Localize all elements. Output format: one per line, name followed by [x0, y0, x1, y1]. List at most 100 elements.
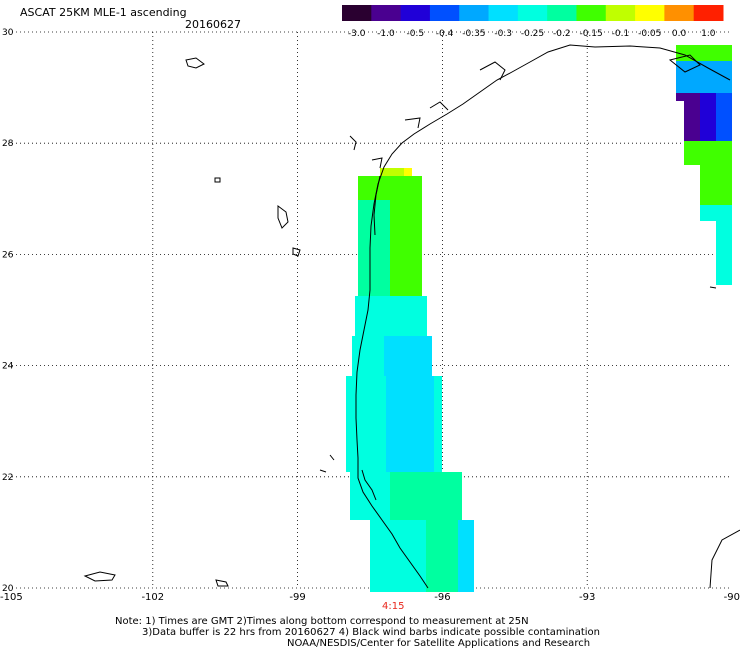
swath-cell: [392, 336, 400, 344]
swath-cell: [378, 552, 386, 560]
swath-cell: [716, 165, 724, 173]
colorbar-bin: [635, 5, 665, 21]
swath-cell: [426, 448, 434, 456]
swath-cell: [371, 320, 379, 328]
swath-cell: [366, 176, 374, 184]
swath-cell: [700, 157, 708, 165]
colorbar-label: -0.3: [494, 29, 512, 39]
swath-cell: [368, 344, 376, 352]
swath-cell: [716, 157, 724, 165]
swath-cell: [378, 544, 386, 552]
swath-cell: [402, 408, 410, 416]
swath-cell: [386, 384, 394, 392]
swath-cell: [724, 101, 732, 109]
swath-cell: [716, 261, 724, 269]
swath-cell: [446, 512, 454, 520]
swath-cell: [410, 536, 418, 544]
swath-cell: [379, 328, 387, 336]
swath-cell: [386, 456, 394, 464]
swath-cell: [442, 576, 450, 584]
swath-cell: [434, 432, 442, 440]
swath-cell: [368, 360, 376, 368]
swath-cell: [374, 208, 382, 216]
swath-cell: [370, 384, 378, 392]
swath-cell: [716, 269, 724, 277]
swath-cell: [406, 240, 414, 248]
swath-cell: [424, 344, 432, 352]
swath-cell: [406, 480, 414, 488]
swath-cell: [700, 77, 708, 85]
swath-cell: [394, 456, 402, 464]
swath-cell: [418, 416, 426, 424]
swath-cell: [708, 157, 716, 165]
swath-cell: [700, 213, 708, 221]
swath-cell: [716, 53, 724, 61]
swath-cell: [434, 536, 442, 544]
swath-cell: [418, 384, 426, 392]
swath-cell: [406, 216, 414, 224]
swath-cell: [352, 360, 360, 368]
lon-tick-label: -102: [141, 592, 164, 603]
colorbar-bin: [459, 5, 490, 21]
swath-cell: [355, 320, 363, 328]
swath-cell: [370, 584, 378, 592]
swath-cell: [422, 488, 430, 496]
swath-cell: [388, 168, 396, 176]
swath-cell: [724, 133, 732, 141]
swath-cell: [414, 496, 422, 504]
swath-cell: [366, 200, 374, 208]
swath-cell: [378, 536, 386, 544]
swath-cell: [358, 280, 366, 288]
swath-cell: [410, 560, 418, 568]
swath-cell: [390, 512, 398, 520]
swath-cell: [410, 400, 418, 408]
swath-cell: [360, 336, 368, 344]
swath-cell: [400, 352, 408, 360]
swath-cell: [402, 376, 410, 384]
swath-cell: [419, 304, 427, 312]
swath-cell: [692, 101, 700, 109]
swath-cell: [387, 328, 395, 336]
swath-cell: [418, 568, 426, 576]
swath-cell: [414, 512, 422, 520]
yucatan-coast: [709, 529, 740, 589]
swath-cell: [446, 480, 454, 488]
swath-cell: [354, 416, 362, 424]
swath-cell: [358, 480, 366, 488]
swath-cell: [676, 69, 684, 77]
swath-cell: [378, 464, 386, 472]
swath-cell: [346, 432, 354, 440]
swath-cell: [418, 464, 426, 472]
swath-cell: [378, 440, 386, 448]
swath-cell: [406, 488, 414, 496]
swath-cell: [716, 277, 724, 285]
swath-cell: [700, 45, 708, 53]
swath-cell: [382, 480, 390, 488]
lon-tick-label: -105: [0, 592, 23, 603]
swath-cell: [386, 536, 394, 544]
swath-cell: [716, 221, 724, 229]
swath-cell: [398, 232, 406, 240]
swath-cell: [450, 520, 458, 528]
swath-cell: [374, 288, 382, 296]
swath-cell: [402, 456, 410, 464]
swath-cell: [700, 117, 708, 125]
swath-cell: [370, 400, 378, 408]
swath-cell: [716, 141, 724, 149]
swath-cell: [402, 568, 410, 576]
swath-cell: [454, 472, 462, 480]
swath-cell: [410, 432, 418, 440]
swath-cell: [370, 456, 378, 464]
swath-cell: [411, 296, 419, 304]
swath-cell: [418, 544, 426, 552]
swath-cell: [382, 200, 390, 208]
swath-cell: [402, 400, 410, 408]
swath-cell: [406, 280, 414, 288]
swath-cell: [390, 176, 398, 184]
swath-cell: [386, 392, 394, 400]
swath-cell: [708, 165, 716, 173]
swath-cell: [390, 264, 398, 272]
lon-tick-label: -90: [724, 592, 740, 603]
swath-cell: [374, 248, 382, 256]
